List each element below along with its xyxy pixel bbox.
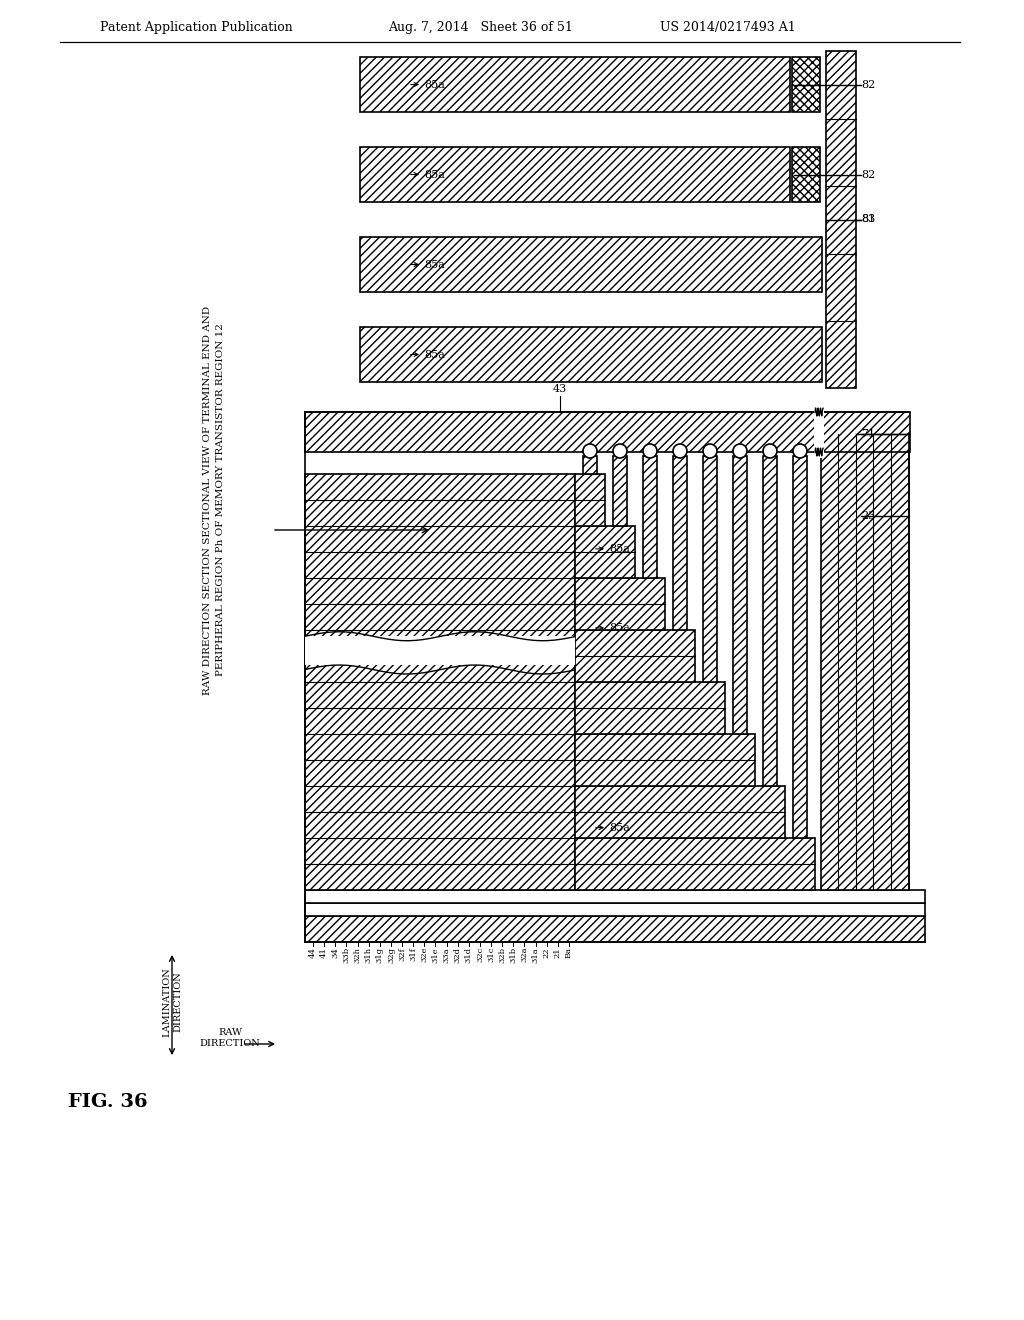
Text: 85a: 85a <box>609 822 630 833</box>
Circle shape <box>613 444 627 458</box>
Text: 85a: 85a <box>424 79 444 90</box>
Bar <box>575 785 785 838</box>
Text: 31a: 31a <box>531 946 540 962</box>
Text: 32b: 32b <box>499 946 506 964</box>
Bar <box>821 434 909 890</box>
Text: Aug. 7, 2014   Sheet 36 of 51: Aug. 7, 2014 Sheet 36 of 51 <box>388 21 572 34</box>
Text: Patent Application Publication: Patent Application Publication <box>100 21 293 34</box>
Text: 31f: 31f <box>410 946 417 961</box>
Text: 85a: 85a <box>609 544 630 554</box>
Circle shape <box>583 444 597 458</box>
Bar <box>360 327 822 381</box>
Text: 81: 81 <box>861 214 876 224</box>
Text: 32f: 32f <box>398 946 407 961</box>
Circle shape <box>733 444 746 458</box>
Bar <box>575 734 755 785</box>
Text: 21: 21 <box>554 946 562 957</box>
Text: 85a: 85a <box>424 350 444 359</box>
Bar <box>305 903 925 916</box>
Text: LAMINATION
DIRECTION: LAMINATION DIRECTION <box>162 968 182 1038</box>
Text: 33a: 33a <box>442 946 451 962</box>
Circle shape <box>793 444 807 458</box>
Text: RAW
DIRECTION: RAW DIRECTION <box>200 1028 260 1048</box>
Bar <box>583 455 597 474</box>
Text: RAW DIRECTION SECTION SECTIONAL VIEW OF TERMINAL END AND
PERIPHERAL REGION Ph OF: RAW DIRECTION SECTION SECTIONAL VIEW OF … <box>203 305 224 694</box>
Text: 85a: 85a <box>424 260 444 269</box>
Bar <box>673 455 687 630</box>
Bar <box>575 682 725 734</box>
Bar <box>793 455 807 838</box>
Text: 32d: 32d <box>454 946 462 964</box>
Text: 83: 83 <box>861 214 876 224</box>
Bar <box>575 578 665 630</box>
Circle shape <box>763 444 777 458</box>
Text: 23: 23 <box>861 511 876 521</box>
Bar <box>575 630 695 682</box>
Text: 32g: 32g <box>387 946 395 964</box>
Text: 31b: 31b <box>509 946 517 964</box>
Text: 33b: 33b <box>342 946 350 964</box>
Bar <box>703 455 717 682</box>
Text: 31g: 31g <box>376 946 384 964</box>
Bar <box>613 455 627 525</box>
Bar <box>792 57 820 112</box>
Text: 82: 82 <box>861 79 876 90</box>
Bar <box>826 51 856 388</box>
Bar <box>643 455 657 578</box>
Bar <box>823 412 910 451</box>
Text: 22: 22 <box>543 946 551 957</box>
Text: 82: 82 <box>861 169 876 180</box>
Bar <box>575 525 635 578</box>
Text: 31c: 31c <box>487 946 495 962</box>
Text: 43: 43 <box>553 384 567 393</box>
Text: 85a: 85a <box>424 169 444 180</box>
Text: 32a: 32a <box>520 946 528 962</box>
Bar <box>305 636 575 664</box>
Bar <box>360 57 790 112</box>
Text: 44: 44 <box>309 946 317 958</box>
Bar <box>575 838 815 890</box>
Text: 32c: 32c <box>476 946 484 962</box>
Bar <box>792 147 820 202</box>
Text: US 2014/0217493 A1: US 2014/0217493 A1 <box>660 21 796 34</box>
Text: 32e: 32e <box>420 946 428 962</box>
Text: 34: 34 <box>331 946 339 958</box>
Circle shape <box>703 444 717 458</box>
Bar <box>360 147 790 202</box>
Text: 31e: 31e <box>431 946 439 962</box>
Text: 31h: 31h <box>365 946 373 964</box>
Text: Ba: Ba <box>565 946 573 958</box>
Text: FIG. 36: FIG. 36 <box>69 1093 147 1111</box>
Bar <box>360 238 822 292</box>
Text: 32h: 32h <box>353 946 361 964</box>
Text: 85a: 85a <box>609 623 630 632</box>
Text: 31d: 31d <box>465 946 473 964</box>
Bar <box>733 455 746 734</box>
Bar <box>575 474 605 525</box>
Circle shape <box>673 444 687 458</box>
Bar <box>305 916 925 942</box>
Bar <box>763 455 777 785</box>
Bar <box>814 407 824 458</box>
Bar <box>305 890 925 903</box>
Bar <box>305 412 815 451</box>
Circle shape <box>643 444 657 458</box>
Text: 41: 41 <box>321 946 328 958</box>
Bar <box>305 474 575 890</box>
Text: 71: 71 <box>861 429 876 440</box>
